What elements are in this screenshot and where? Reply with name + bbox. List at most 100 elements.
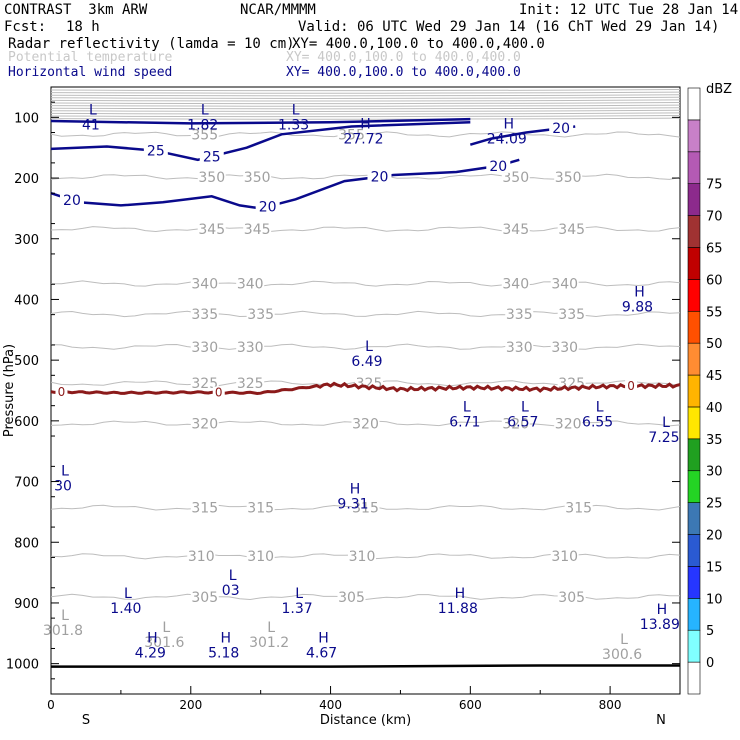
extremum-value: 1.40 xyxy=(110,601,141,617)
theta-label: 335 xyxy=(506,307,533,323)
extremum-value: 1.33 xyxy=(278,117,309,133)
theta-upper-line xyxy=(51,107,680,110)
extremum-marker: L xyxy=(620,632,628,648)
theta-upper-line xyxy=(51,99,680,102)
theta-label: 345 xyxy=(502,222,529,238)
y-tick-label: 400 xyxy=(14,293,39,308)
extremum-marker: L xyxy=(61,608,69,624)
theta-label-bg xyxy=(564,499,593,515)
theta-label-bg xyxy=(246,306,275,322)
wind-label-bg xyxy=(59,192,84,208)
x-tick-label: 200 xyxy=(179,698,202,712)
colorbar-swatch xyxy=(687,342,701,376)
colorbar-swatch xyxy=(687,566,701,599)
field-name-reflectivity: Radar reflectivity (lamda = 10 cm) xyxy=(8,36,295,52)
colorbar-level-label: 40 xyxy=(706,401,723,416)
extremum-marker: L xyxy=(124,586,132,602)
colorbar-level-label: 10 xyxy=(706,592,723,607)
x-tick-label: 0 xyxy=(47,698,55,712)
theta-label: 350 xyxy=(502,170,529,186)
colorbar-level-label: 35 xyxy=(706,433,723,448)
theta-label-bg xyxy=(236,275,265,291)
theta-upper-line xyxy=(51,91,680,94)
field-xy-reflectivity: XY= 400.0,100.0 to 400.0,400.0 xyxy=(292,36,545,52)
theta-upper-line xyxy=(51,109,680,112)
wind-label: 25 xyxy=(203,149,221,165)
colorbar-swatch xyxy=(687,279,701,312)
colorbar-level-label: 45 xyxy=(706,369,723,384)
colorbar-swatch xyxy=(687,438,701,472)
colorbar-level-label: 30 xyxy=(706,465,723,480)
theta-label: 345 xyxy=(244,222,271,238)
theta-label-bg xyxy=(501,221,530,237)
colorbar-swatch xyxy=(687,629,701,663)
theta-label: 325 xyxy=(237,376,264,392)
theta-label: 335 xyxy=(191,307,218,323)
theta-label: 310 xyxy=(188,549,215,565)
theta-label-bg xyxy=(501,415,530,431)
organization-label: NCAR/MMMM xyxy=(240,2,316,18)
colorbar-level-label: 70 xyxy=(706,210,723,225)
extremum-marker: L xyxy=(229,568,237,584)
extremum-value: 27.72 xyxy=(343,131,383,147)
colorbar-level-label: 50 xyxy=(706,337,723,352)
theta-label-bg xyxy=(337,126,366,142)
extremum-value: 6.57 xyxy=(507,415,538,431)
colorbar-swatch xyxy=(687,374,701,408)
theta-label: 330 xyxy=(191,340,218,356)
theta-label: 330 xyxy=(551,340,578,356)
theta-label-bg xyxy=(190,588,219,604)
y-tick-label: 1000 xyxy=(6,658,39,673)
colorbar-level-label: 60 xyxy=(706,273,723,288)
valid-time: Valid: 06 UTC Wed 29 Jan 14 (16 ChT Wed … xyxy=(298,19,720,35)
theta-label-bg xyxy=(190,126,219,142)
theta-upper-line xyxy=(51,94,680,97)
y-tick-label: 100 xyxy=(14,111,39,126)
colorbar-level-label: 20 xyxy=(706,529,723,544)
x-tick-label: 600 xyxy=(459,698,482,712)
theta-label-bg xyxy=(550,338,579,354)
theta-label: 355 xyxy=(338,127,365,143)
reflectivity-contour: 0 0 0 xyxy=(51,379,680,668)
theta-label-bg xyxy=(190,338,219,354)
theta-label-bg xyxy=(557,221,586,237)
y-tick-label: 300 xyxy=(14,233,39,248)
field-name-wind: Horizontal wind speed xyxy=(8,65,173,80)
plot-border xyxy=(50,86,681,695)
colorbar-swatch xyxy=(687,215,701,248)
refl-label-bg xyxy=(55,385,68,398)
y-tick-label: 200 xyxy=(14,172,39,187)
extremum-value: 6.49 xyxy=(351,354,382,370)
theta-label-bg xyxy=(351,415,380,431)
colorbar-swatch xyxy=(687,87,701,121)
theta-label: 305 xyxy=(338,590,365,606)
wind-label-bg xyxy=(143,142,168,158)
theta-label-bg xyxy=(187,548,216,564)
extremum-marker: H xyxy=(634,284,645,300)
x-end-label-left: S xyxy=(82,713,90,728)
wind-label: 20 xyxy=(552,121,570,137)
theta-label: 350 xyxy=(555,170,582,186)
extremum-value: 24.09 xyxy=(487,131,527,147)
theta-label: 320 xyxy=(191,416,218,432)
wind-label: 20 xyxy=(259,200,277,216)
theta-label-bg xyxy=(236,338,265,354)
wind-contour-20 xyxy=(51,158,520,210)
extremum-value: 13.89 xyxy=(640,617,680,633)
theta-label-bg xyxy=(554,415,583,431)
extremum-marker: H xyxy=(504,116,515,132)
extremum-value: 1.82 xyxy=(187,117,218,133)
extremum-value: 6.71 xyxy=(449,415,480,431)
forecast-label: Fcst: xyxy=(4,19,47,35)
theta-label: 340 xyxy=(502,277,529,293)
extremum-value: 301.8 xyxy=(43,623,83,639)
extremum-marker: L xyxy=(463,400,471,416)
theta-label: 310 xyxy=(349,549,376,565)
colorbar-swatch xyxy=(687,310,701,344)
y-tick-label: 900 xyxy=(14,597,39,612)
extremum-marker: L xyxy=(521,400,529,416)
theta-label: 335 xyxy=(558,307,585,323)
theta-label: 310 xyxy=(247,549,274,565)
theta-label-bg xyxy=(246,548,275,564)
colorbar-swatch xyxy=(687,598,701,631)
